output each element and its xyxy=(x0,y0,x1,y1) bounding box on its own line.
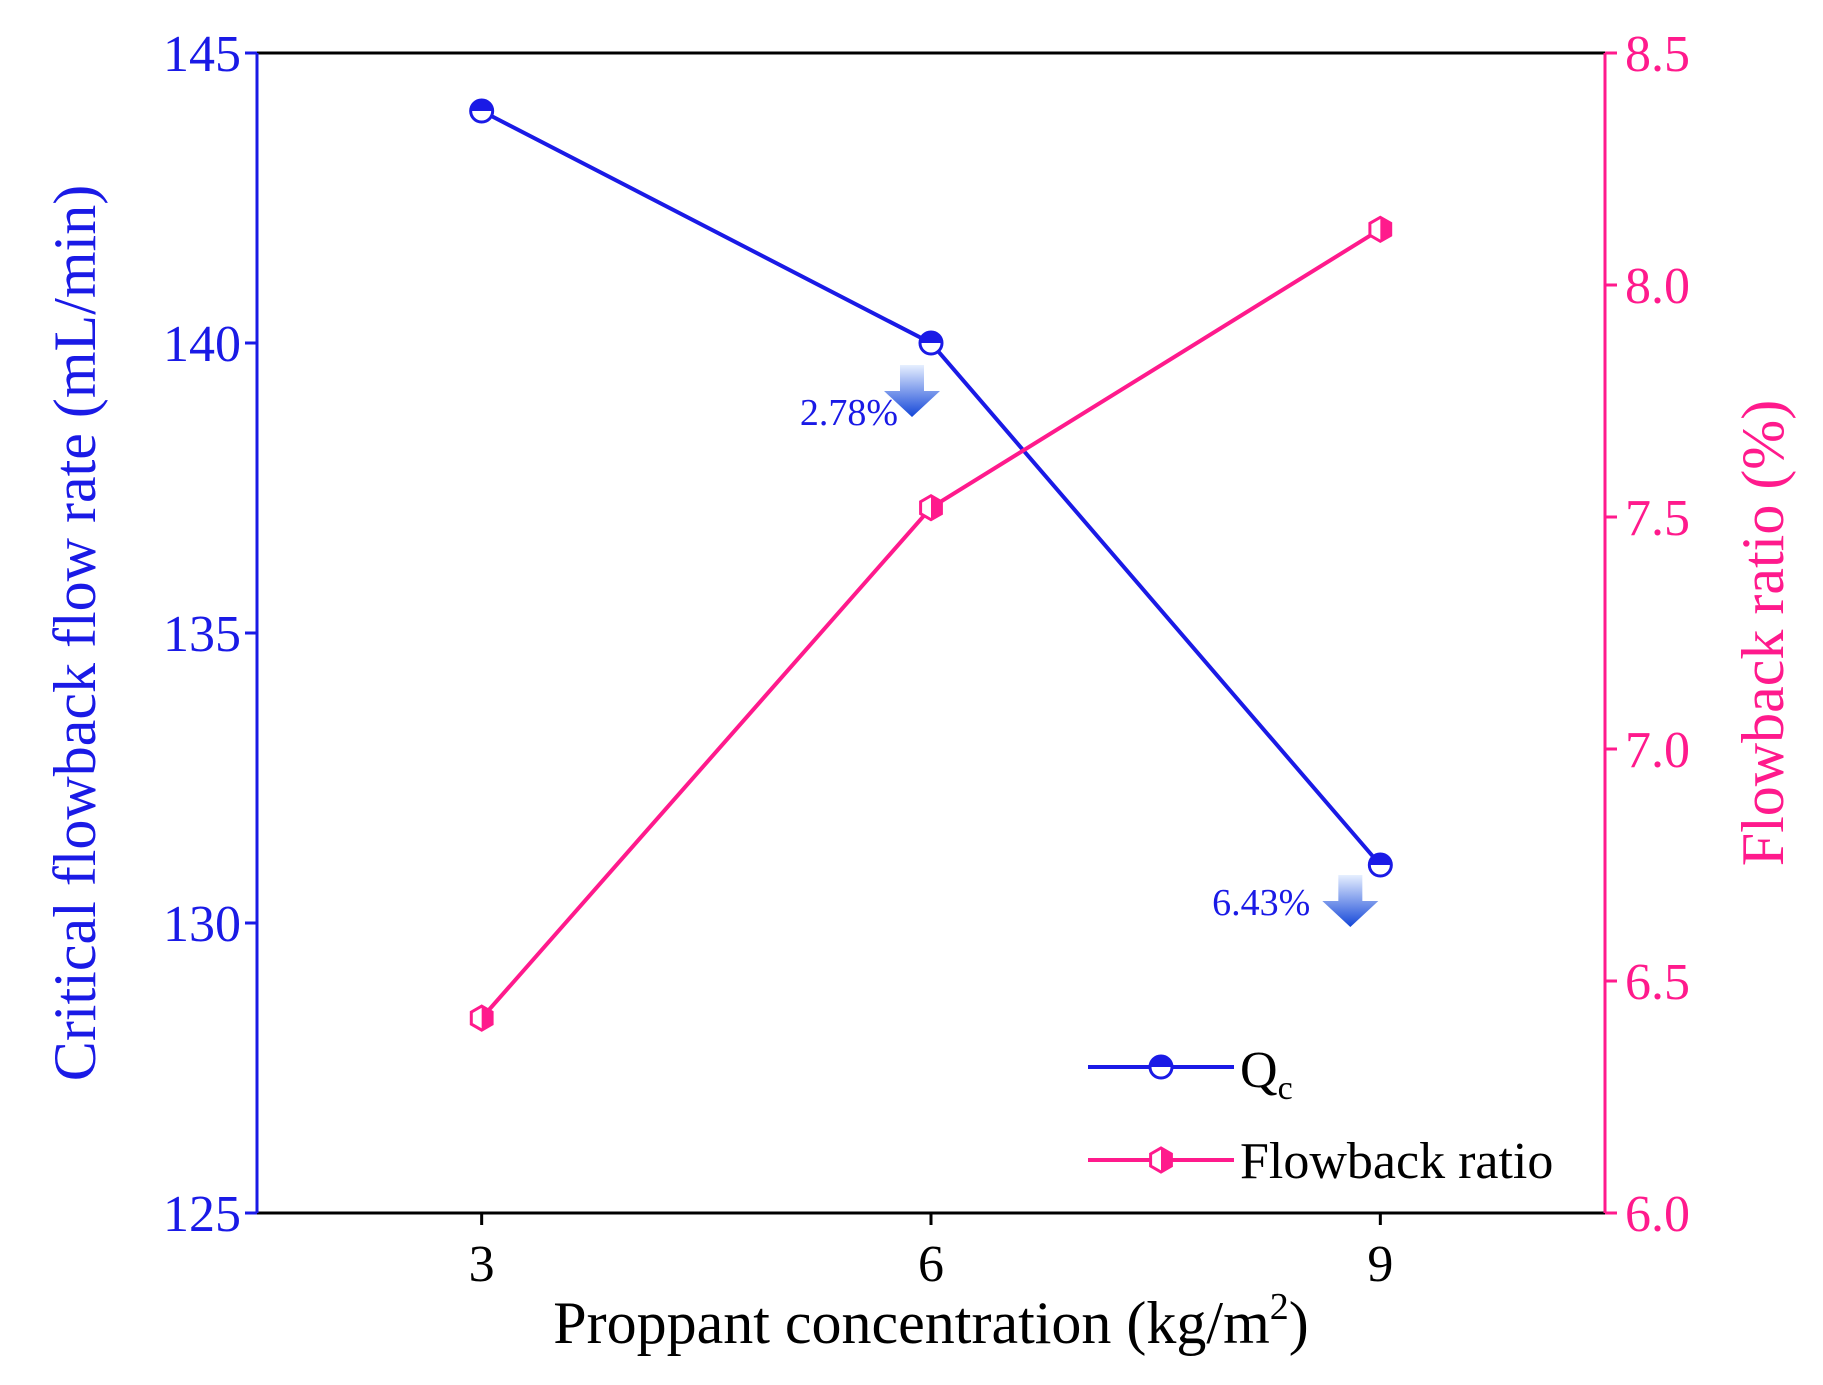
left-y-ticks: 125 130 135 140 145 xyxy=(163,26,257,1243)
annotation-layer: 2.78% 6.43% xyxy=(800,365,1379,927)
x-axis-label: Proppant concentration (kg/m2) xyxy=(553,1286,1308,1356)
series-layer xyxy=(469,98,1393,1032)
right-y-axis-label: Flowback ratio (%) xyxy=(1730,400,1796,867)
x-axis-label-superscript: 2 xyxy=(1270,1286,1289,1328)
right-y-tick-label: 6.5 xyxy=(1625,954,1690,1011)
right-y-tick-label: 8.0 xyxy=(1625,258,1690,315)
legend-marker-flowback-shape xyxy=(1149,1146,1173,1174)
left-y-tick-label: 130 xyxy=(163,896,241,953)
marker-fill xyxy=(1369,854,1392,865)
marker-fill xyxy=(920,332,942,343)
left-y-axis-label: Critical flowback flow rate (mL/min) xyxy=(42,185,108,1081)
right-y-tick-label: 6.0 xyxy=(1625,1186,1690,1243)
arrow-down-icon xyxy=(884,365,940,417)
decrease-annotation: 6.43% xyxy=(1212,875,1379,927)
marker-fill xyxy=(1380,217,1391,242)
legend-label-flowback: Flowback ratio xyxy=(1240,1133,1553,1190)
data-point-qc xyxy=(918,330,944,356)
right-y-tick-label: 7.0 xyxy=(1625,722,1690,779)
series-line-qc xyxy=(480,109,1382,867)
decrease-annotation: 2.78% xyxy=(800,365,940,434)
arrow-down-icon xyxy=(1322,875,1379,927)
x-tick-label: 3 xyxy=(469,1236,495,1293)
right-y-tick-label: 7.5 xyxy=(1625,490,1690,547)
data-point-flowback-ratio xyxy=(919,493,943,522)
x-axis-label-main: Proppant concentration (kg/m xyxy=(553,1290,1269,1356)
marker-fill xyxy=(1150,1056,1172,1067)
right-y-tick-label: 8.5 xyxy=(1625,26,1690,83)
right-y-ticks: 6.0 6.5 7.0 7.5 8.0 8.5 xyxy=(1605,26,1690,1243)
data-point-qc xyxy=(469,98,495,124)
legend: Qc Flowback ratio xyxy=(1088,1042,1553,1190)
x-tick-label: 6 xyxy=(918,1236,944,1293)
marker-fill xyxy=(1161,1148,1172,1172)
x-tick-label: 9 xyxy=(1367,1236,1393,1293)
left-y-tick-label: 135 xyxy=(163,606,241,663)
x-ticks: 3 6 9 xyxy=(469,1213,1393,1293)
marker-fill xyxy=(481,1006,493,1031)
annotation-label: 6.43% xyxy=(1212,882,1310,924)
legend-label-qc: Qc xyxy=(1240,1042,1293,1107)
left-y-tick-label: 125 xyxy=(163,1186,241,1243)
x-axis-label-end: ) xyxy=(1289,1290,1309,1356)
data-point-flowback-ratio xyxy=(469,1004,494,1032)
data-point-qc xyxy=(1367,852,1393,878)
legend-marker-qc-shape xyxy=(1148,1054,1174,1080)
left-y-tick-label: 145 xyxy=(163,26,241,83)
legend-label-qc-subscript: c xyxy=(1278,1070,1293,1107)
marker-fill xyxy=(931,495,942,520)
legend-marker-flowback xyxy=(1149,1146,1173,1174)
marker-fill xyxy=(470,100,493,111)
annotation-label: 2.78% xyxy=(800,392,898,434)
legend-marker-qc xyxy=(1148,1054,1174,1080)
left-y-tick-label: 140 xyxy=(163,316,241,373)
plot-frame xyxy=(255,51,1607,1215)
data-point-flowback-ratio xyxy=(1368,215,1393,244)
legend-label-qc-main: Q xyxy=(1240,1042,1278,1099)
